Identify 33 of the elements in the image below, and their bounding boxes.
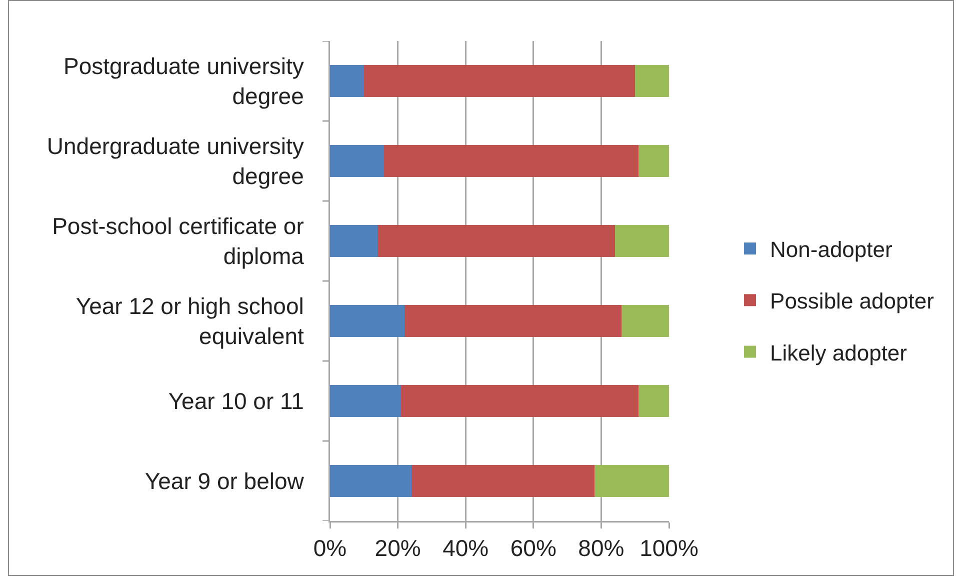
bar xyxy=(330,145,384,177)
bar xyxy=(377,225,615,257)
bar xyxy=(614,225,669,257)
bar xyxy=(635,65,669,97)
bar xyxy=(330,465,412,497)
bar xyxy=(330,385,402,417)
y-tick-label: Year 12 or high school equivalent xyxy=(76,293,305,349)
legend-label: Non-adopter xyxy=(770,237,892,262)
bar xyxy=(411,465,594,497)
bar xyxy=(330,225,378,257)
bar xyxy=(330,65,364,97)
y-tick-label: Undergraduate university degree xyxy=(46,133,304,189)
x-tick-label: 40% xyxy=(442,535,489,562)
bar xyxy=(330,305,405,337)
x-tick-label: 80% xyxy=(578,535,624,562)
y-tick-label: Post-school certificate or diploma xyxy=(52,213,304,269)
legend-label: Likely adopter xyxy=(770,340,908,366)
x-tick-label: 0% xyxy=(313,535,347,562)
x-tick-label: 60% xyxy=(510,535,556,562)
y-tick-label: Postgraduate university degree xyxy=(64,53,304,109)
bar xyxy=(638,145,669,177)
legend-label: Possible adopter xyxy=(770,288,934,314)
x-tick-label: 20% xyxy=(374,535,421,562)
bar xyxy=(404,305,622,337)
y-tick-label: Year 9 or below xyxy=(144,468,304,494)
bar xyxy=(622,305,669,337)
bar xyxy=(384,145,638,177)
bar xyxy=(401,385,638,417)
y-tick-label: Year 10 or 11 xyxy=(168,388,304,414)
bar xyxy=(594,465,669,497)
x-tick-label: 100% xyxy=(640,535,698,562)
bar xyxy=(364,65,636,97)
bar xyxy=(638,385,669,417)
